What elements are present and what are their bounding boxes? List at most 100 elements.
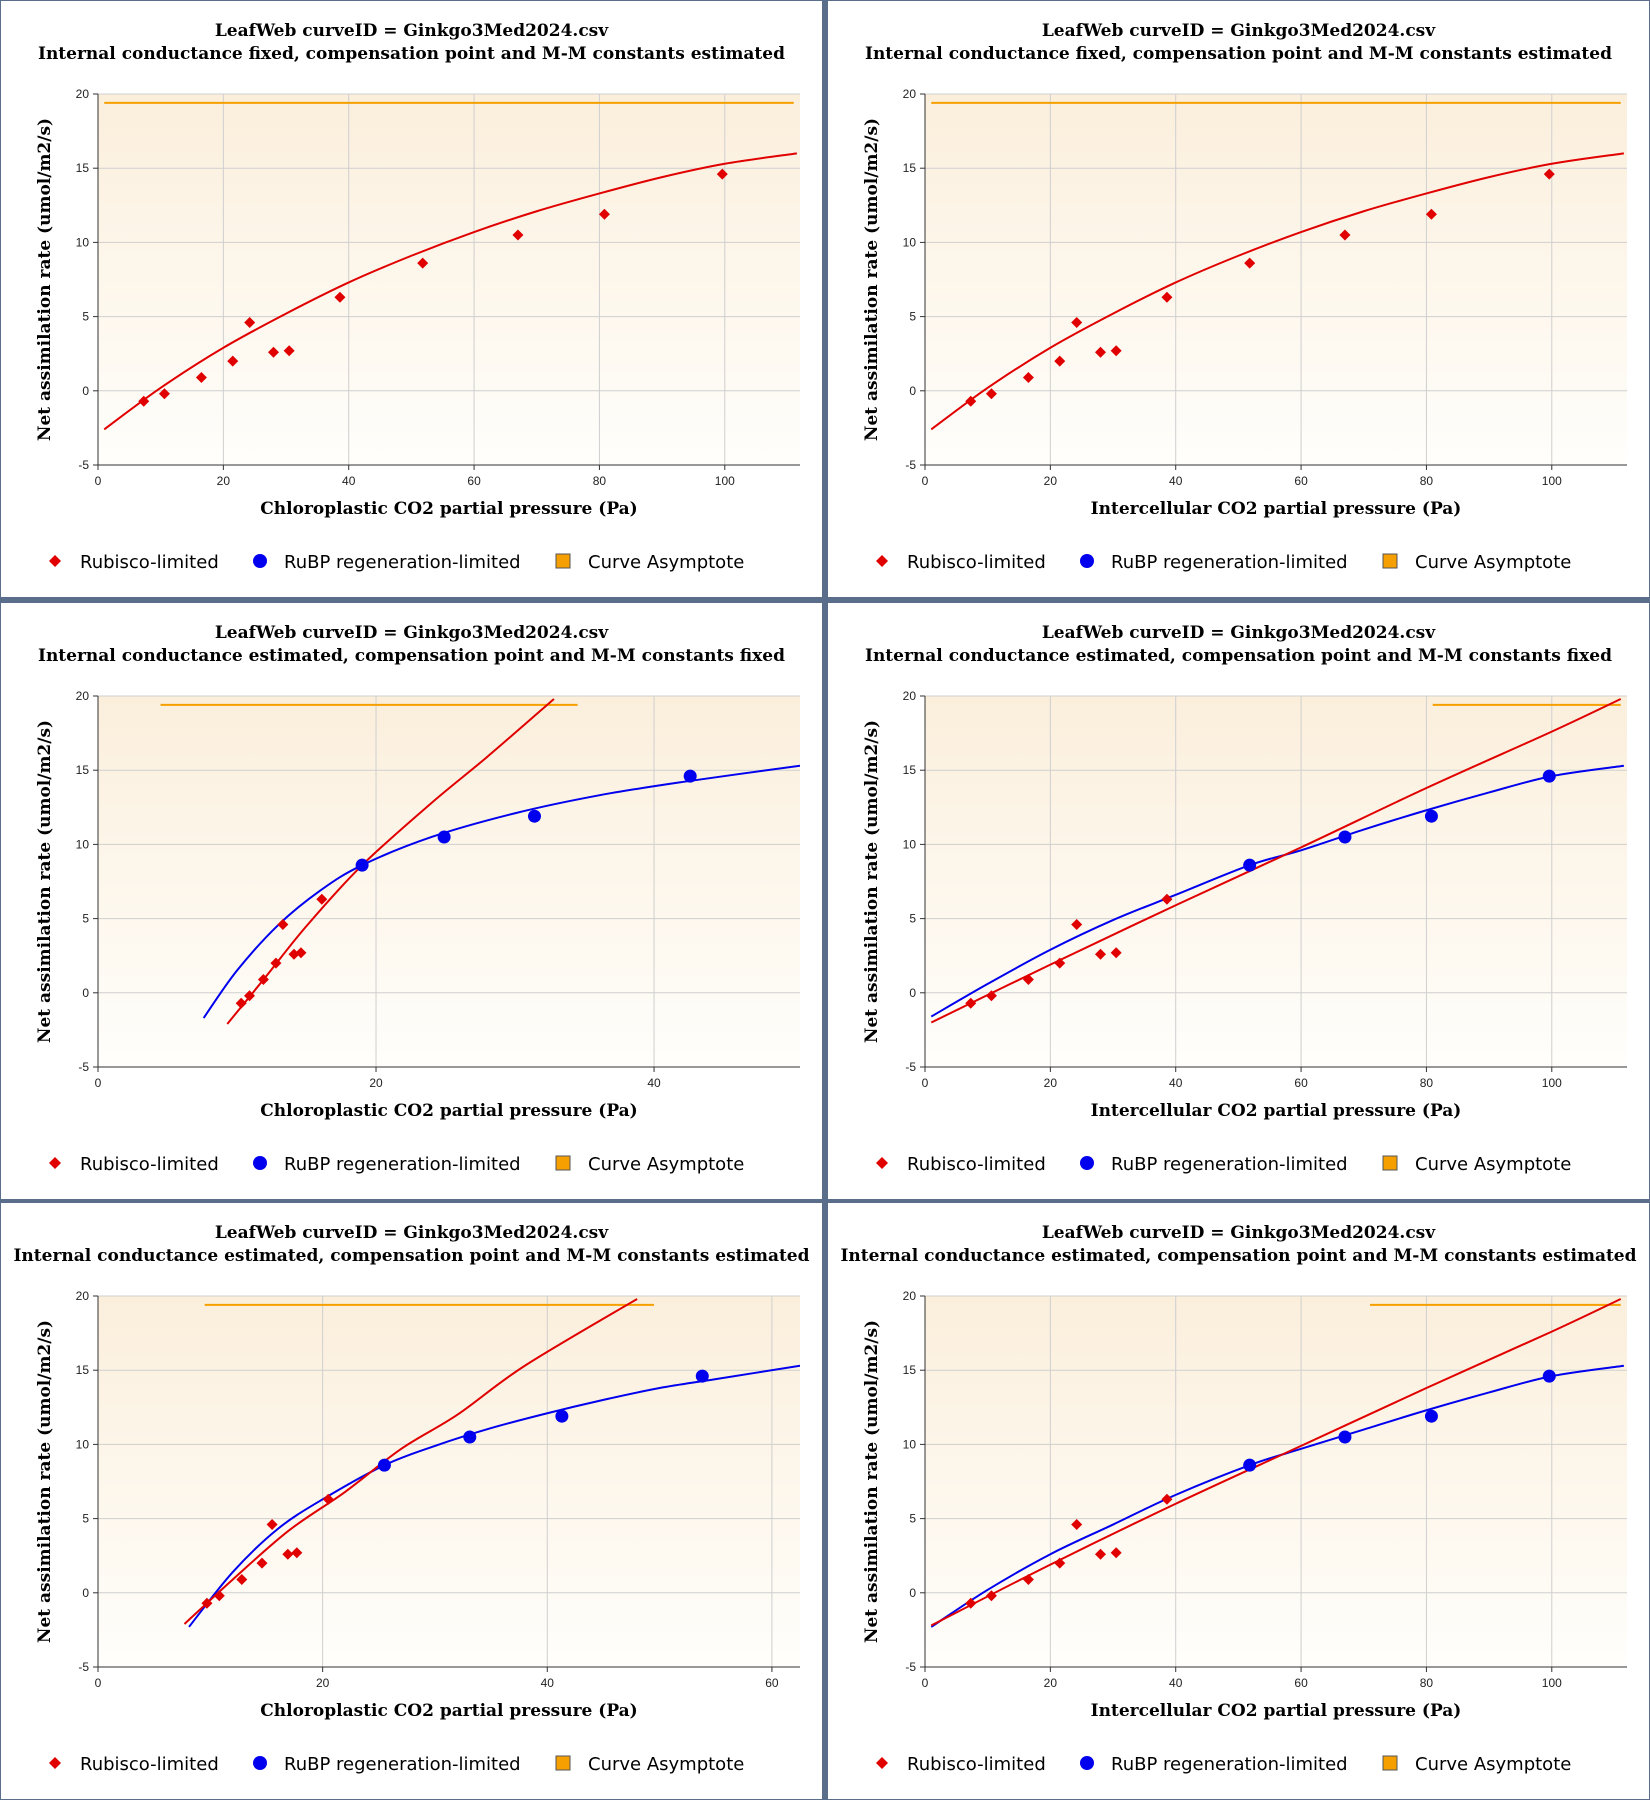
x-axis-label: Intercellular CO2 partial pressure (Pa) bbox=[1091, 1701, 1462, 1721]
y-tick-label: 10 bbox=[76, 235, 90, 249]
y-tick-label: 0 bbox=[909, 384, 916, 398]
legend-rubisco-icon bbox=[876, 555, 888, 567]
legend-rubp-icon bbox=[253, 554, 267, 568]
legend: Rubisco-limited RuBP regeneration-limited… bbox=[49, 552, 744, 573]
chart-title: LeafWeb curveID = Ginkgo3Med2024.csv bbox=[215, 623, 609, 643]
rubp-curve bbox=[202, 764, 800, 1019]
x-tick-label: 80 bbox=[1420, 474, 1434, 488]
series-group bbox=[930, 698, 1625, 1024]
rubp-point bbox=[1243, 1458, 1257, 1472]
x-tick-label: 40 bbox=[541, 1676, 555, 1690]
x-axis-label: Chloroplastic CO2 partial pressure (Pa) bbox=[260, 1101, 637, 1121]
rubp-point bbox=[527, 809, 541, 823]
rubisco-point bbox=[1110, 345, 1122, 357]
y-axis-label: Net assimilation rate (umol/m2/s) bbox=[862, 118, 882, 441]
x-tick-label: 80 bbox=[1420, 1676, 1434, 1690]
chart-title: LeafWeb curveID = Ginkgo3Med2024.csv bbox=[215, 1223, 609, 1243]
legend-rubp-label: RuBP regeneration-limited bbox=[1111, 1154, 1348, 1175]
rubisco-point bbox=[1022, 1573, 1034, 1585]
rubisco-point bbox=[201, 1597, 213, 1609]
x-tick-label: 100 bbox=[1542, 1676, 1562, 1690]
legend-asymptote-icon bbox=[1382, 1155, 1398, 1171]
rubisco-point bbox=[985, 990, 997, 1002]
chart-svg: LeafWeb curveID = Ginkgo3Med2024.csv Inte… bbox=[862, 21, 1627, 573]
rubp-point bbox=[1338, 1430, 1352, 1444]
legend-asymptote-label: Curve Asymptote bbox=[1415, 1754, 1571, 1775]
plot-area bbox=[925, 696, 1627, 1067]
rubp-point bbox=[437, 830, 451, 844]
x-tick-label: 0 bbox=[922, 1076, 929, 1090]
legend-rubisco-icon bbox=[876, 1157, 888, 1169]
y-axis-label: Net assimilation rate (umol/m2/s) bbox=[35, 1320, 55, 1643]
chart-panel: LeafWeb curveID = Ginkgo3Med2024.csv Inte… bbox=[828, 1203, 1649, 1799]
rubp-point bbox=[1243, 858, 1257, 872]
rubisco-point bbox=[256, 1557, 268, 1569]
chart-title: LeafWeb curveID = Ginkgo3Med2024.csv bbox=[1042, 1223, 1436, 1243]
plot-area bbox=[98, 1296, 800, 1667]
y-tick-label: -5 bbox=[905, 1660, 916, 1674]
y-tick-label: 0 bbox=[82, 986, 89, 1000]
rubisco-point bbox=[965, 1597, 977, 1609]
chart-subtitle: Internal conductance fixed, compensation… bbox=[38, 44, 785, 64]
y-tick-label: 15 bbox=[76, 1363, 90, 1377]
legend: Rubisco-limited RuBP regeneration-limited… bbox=[876, 552, 1571, 573]
chart-panel: LeafWeb curveID = Ginkgo3Med2024.csv Inte… bbox=[1, 603, 822, 1199]
rubisco-point bbox=[138, 395, 150, 407]
rubp-point bbox=[1542, 1369, 1556, 1383]
rubisco-point bbox=[1425, 208, 1437, 220]
rubisco-point bbox=[1110, 947, 1122, 959]
x-tick-label: 60 bbox=[1294, 474, 1308, 488]
x-tick-label: 60 bbox=[1294, 1676, 1308, 1690]
rubisco-point bbox=[1071, 1519, 1083, 1531]
rubisco-point bbox=[1543, 168, 1555, 180]
rubisco-point bbox=[716, 168, 728, 180]
x-tick-label: 100 bbox=[1542, 1076, 1562, 1090]
rubisco-point bbox=[1095, 948, 1106, 960]
chart-title: LeafWeb curveID = Ginkgo3Med2024.csv bbox=[1042, 21, 1436, 41]
legend-rubisco-label: Rubisco-limited bbox=[907, 1154, 1046, 1175]
chart-subtitle: Internal conductance estimated, compensa… bbox=[840, 1246, 1636, 1266]
legend-rubisco-icon bbox=[876, 1757, 888, 1769]
y-tick-label: 5 bbox=[82, 310, 89, 324]
rubisco-point bbox=[158, 388, 170, 400]
x-axis-label: Intercellular CO2 partial pressure (Pa) bbox=[1091, 499, 1462, 519]
series-group bbox=[930, 1298, 1625, 1628]
x-tick-label: 60 bbox=[467, 474, 481, 488]
legend-rubp-label: RuBP regeneration-limited bbox=[1111, 1754, 1348, 1775]
chart-panel: LeafWeb curveID = Ginkgo3Med2024.csv Inte… bbox=[828, 603, 1649, 1199]
rubisco-point bbox=[1110, 1547, 1122, 1559]
y-tick-label: 5 bbox=[909, 912, 916, 926]
rubisco-curve bbox=[930, 698, 1622, 1024]
rubisco-point bbox=[1095, 1548, 1106, 1560]
x-tick-label: 60 bbox=[1294, 1076, 1308, 1090]
rubisco-point bbox=[1054, 355, 1066, 367]
chart-svg: LeafWeb curveID = Ginkgo3Med2024.csv Inte… bbox=[840, 1223, 1636, 1775]
plot-area bbox=[925, 1296, 1627, 1667]
legend-rubp-label: RuBP regeneration-limited bbox=[284, 1754, 521, 1775]
y-tick-label: 20 bbox=[903, 1289, 917, 1303]
rubisco-point bbox=[512, 229, 524, 241]
y-tick-label: 5 bbox=[909, 310, 916, 324]
rubisco-curve bbox=[930, 1298, 1622, 1627]
rubisco-point bbox=[295, 947, 307, 959]
y-axis-label: Net assimilation rate (umol/m2/s) bbox=[35, 118, 55, 441]
rubisco-point bbox=[1071, 919, 1083, 931]
chart-svg: LeafWeb curveID = Ginkgo3Med2024.csv Inte… bbox=[13, 1223, 809, 1775]
y-tick-label: 0 bbox=[909, 1586, 916, 1600]
legend-asymptote-icon bbox=[555, 1155, 571, 1171]
x-tick-label: 80 bbox=[593, 474, 607, 488]
rubisco-point bbox=[270, 957, 282, 969]
plot-area bbox=[98, 94, 800, 465]
x-tick-label: 0 bbox=[922, 474, 929, 488]
rubisco-curve bbox=[103, 152, 798, 431]
rubisco-point bbox=[334, 291, 346, 303]
rubp-point bbox=[555, 1409, 569, 1423]
x-axis-label: Intercellular CO2 partial pressure (Pa) bbox=[1091, 1101, 1462, 1121]
legend-asymptote-label: Curve Asymptote bbox=[588, 552, 744, 573]
series-group bbox=[930, 101, 1625, 431]
legend-rubisco-label: Rubisco-limited bbox=[80, 1154, 219, 1175]
legend-asymptote-label: Curve Asymptote bbox=[588, 1754, 744, 1775]
x-tick-label: 20 bbox=[217, 474, 231, 488]
rubisco-point bbox=[1022, 973, 1034, 985]
chart-svg: LeafWeb curveID = Ginkgo3Med2024.csv Inte… bbox=[862, 623, 1627, 1175]
